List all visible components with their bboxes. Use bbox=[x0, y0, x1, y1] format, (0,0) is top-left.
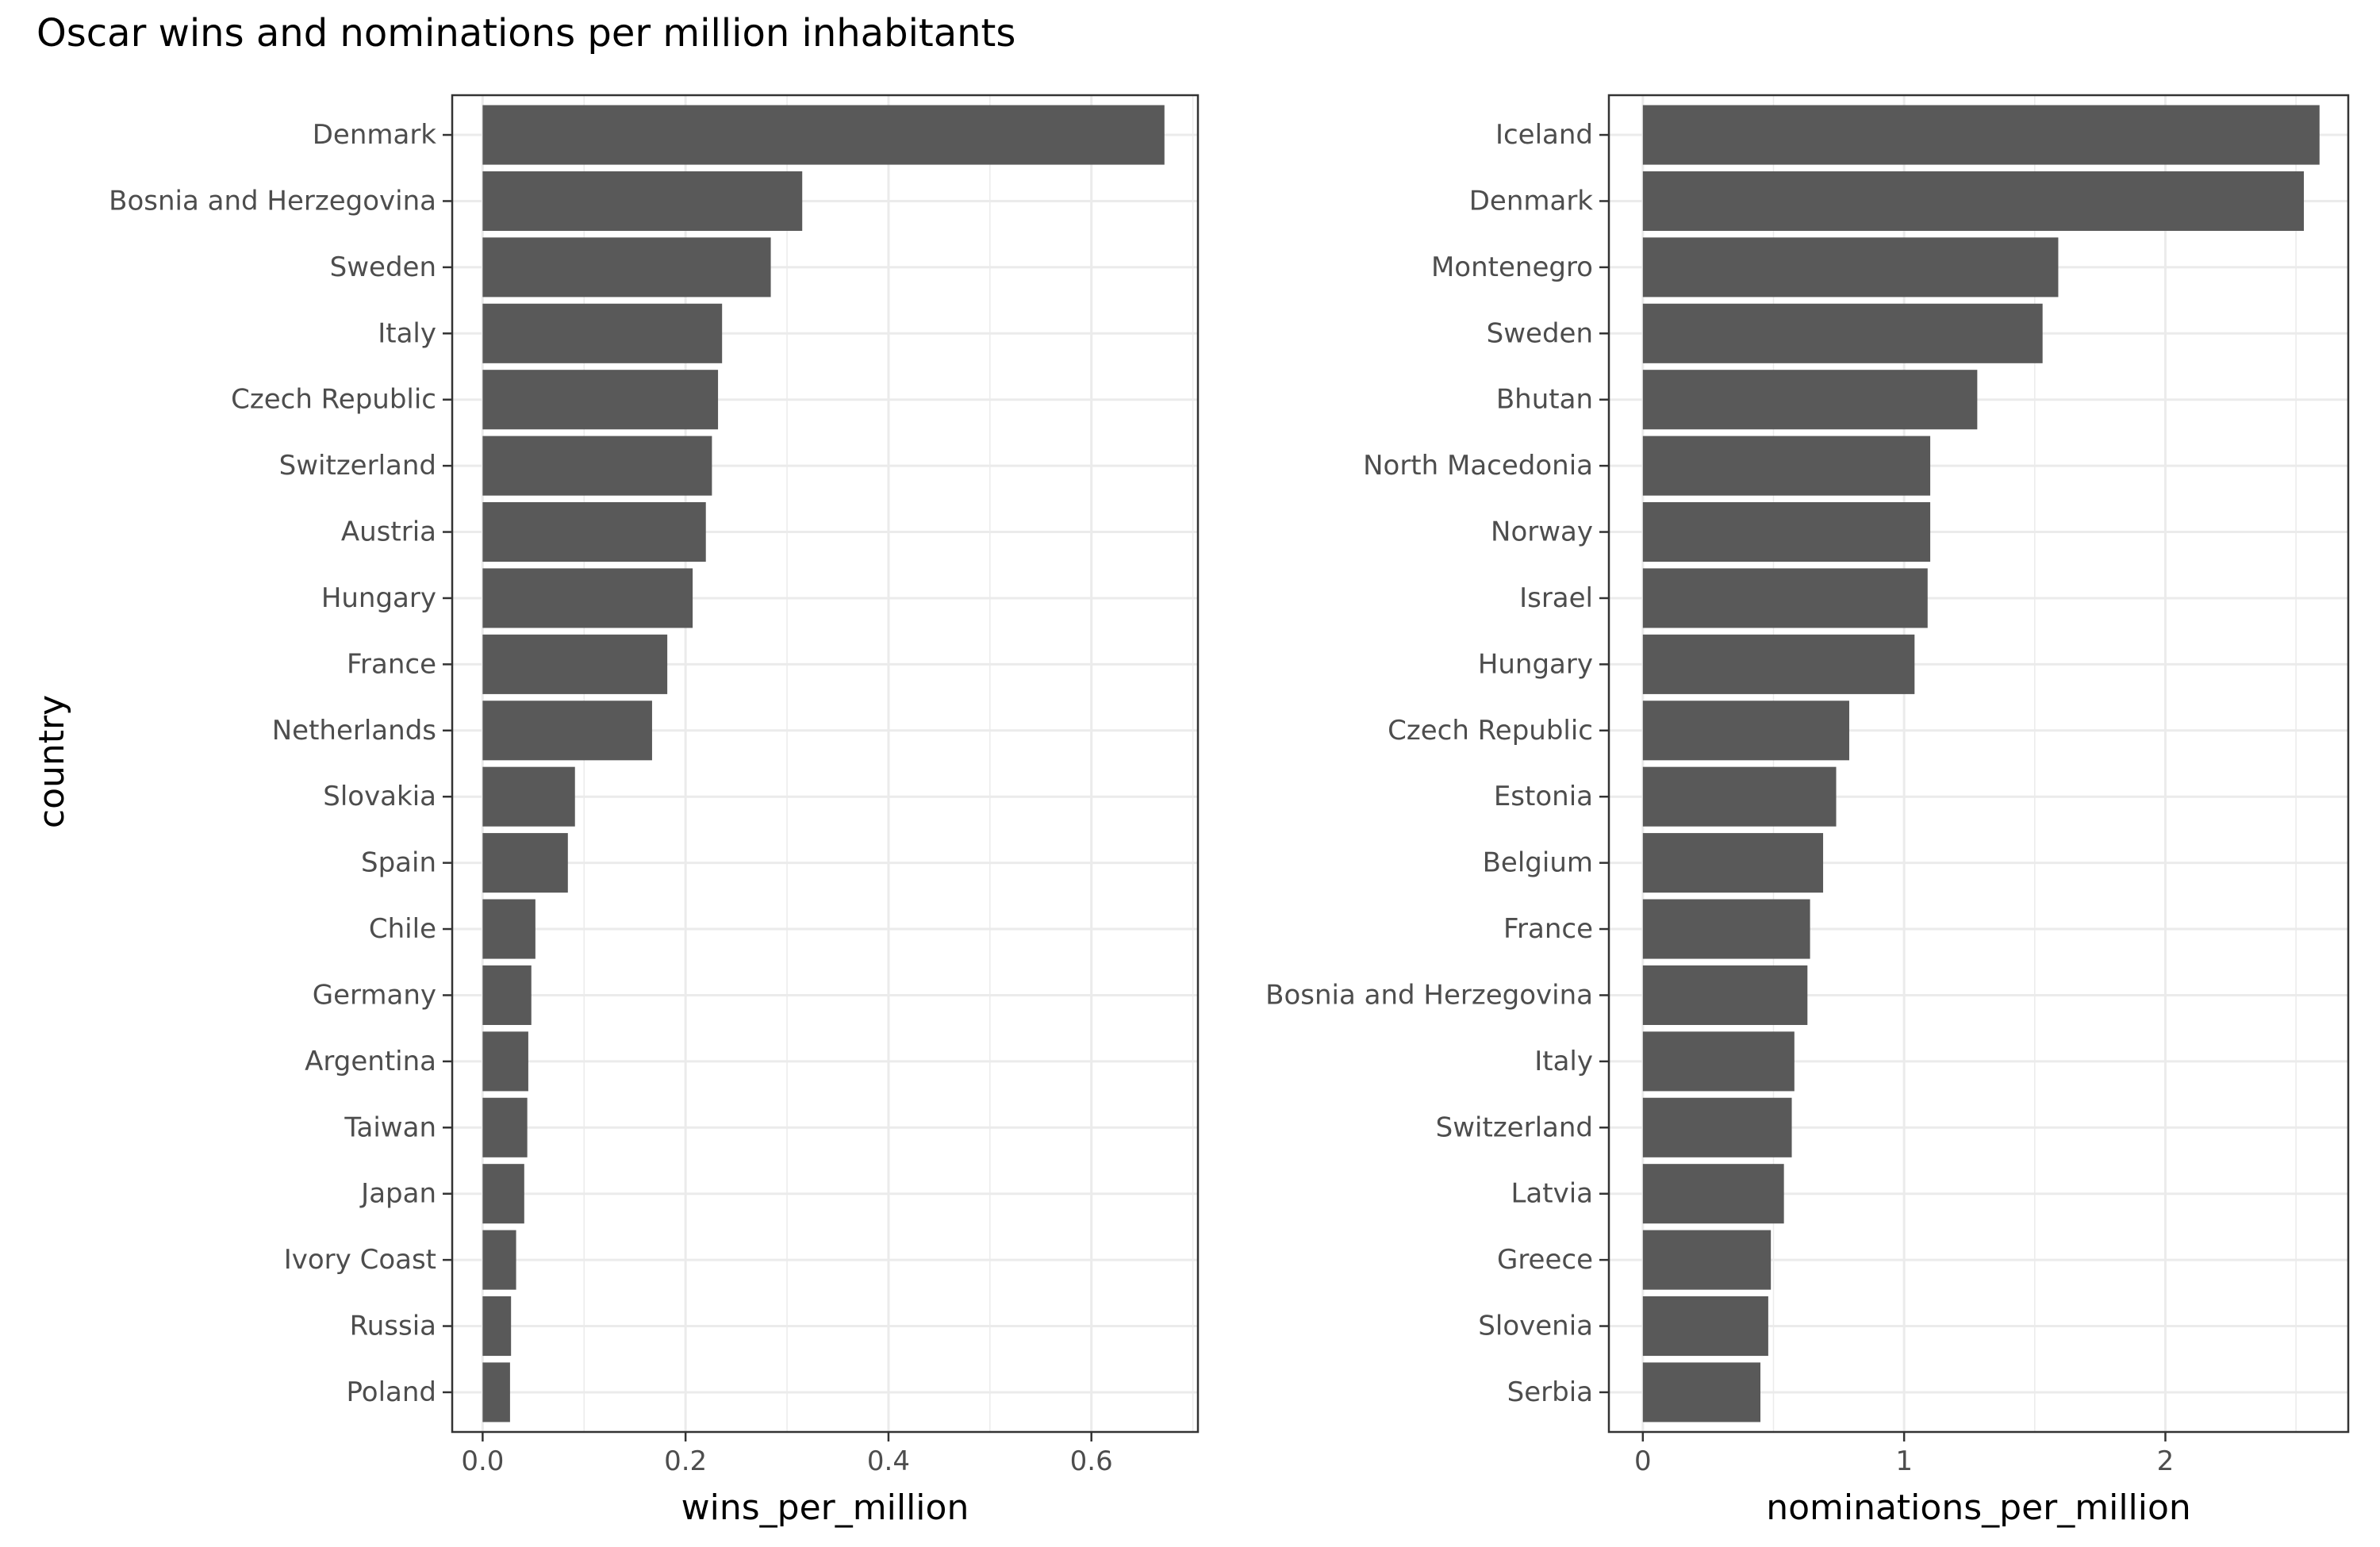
y-tick-label: Slovenia bbox=[1478, 1311, 1593, 1342]
bar bbox=[1642, 1031, 1795, 1092]
bar bbox=[482, 766, 575, 827]
y-tick-label: Austria bbox=[341, 516, 436, 548]
bar bbox=[482, 1031, 528, 1092]
x-tick-label: 0.2 bbox=[664, 1445, 707, 1477]
y-tick-label: Italy bbox=[1534, 1046, 1593, 1077]
y-tick-label: Netherlands bbox=[272, 715, 436, 747]
y-tick-label: Bosnia and Herzegovina bbox=[109, 185, 436, 217]
y-tick-label: Japan bbox=[359, 1178, 436, 1210]
bar bbox=[482, 502, 706, 562]
y-tick-label: Czech Republic bbox=[231, 384, 436, 416]
bar bbox=[1642, 1362, 1761, 1422]
nominations-panel: Iceland Denmark Montenegro Sweden Bhutan Nort… bbox=[1265, 94, 2350, 1528]
y-tick-label: Latvia bbox=[1511, 1178, 1593, 1210]
bar bbox=[482, 1230, 516, 1290]
bar bbox=[482, 105, 1165, 165]
y-tick-label: Hungary bbox=[321, 582, 436, 614]
bar bbox=[1642, 105, 2320, 165]
x-axis-title: wins_per_million bbox=[681, 1488, 969, 1528]
bar bbox=[482, 899, 536, 959]
bar bbox=[1642, 568, 1928, 628]
y-tick-label: Argentina bbox=[305, 1046, 436, 1077]
panel-border bbox=[1607, 94, 2350, 1434]
bar bbox=[1642, 1164, 1784, 1224]
y-tick-label: Belgium bbox=[1483, 847, 1593, 879]
y-axis-title: country bbox=[32, 695, 72, 828]
x-tick-label: 0 bbox=[1634, 1445, 1652, 1477]
y-tick-label: Bhutan bbox=[1496, 384, 1593, 416]
y-tick-label: Spain bbox=[361, 847, 436, 879]
bar bbox=[1642, 701, 1849, 761]
bar bbox=[482, 303, 723, 363]
bar bbox=[482, 1164, 524, 1224]
y-tick-label: Greece bbox=[1497, 1244, 1593, 1276]
bar bbox=[1642, 634, 1915, 694]
bar bbox=[1642, 171, 2305, 232]
y-tick-label: Norway bbox=[1491, 516, 1593, 548]
bar bbox=[482, 237, 771, 298]
y-tick-label: Israel bbox=[1519, 582, 1593, 614]
x-tick-label: 0.0 bbox=[461, 1445, 504, 1477]
x-tick-label: 0.4 bbox=[867, 1445, 910, 1477]
y-tick-label: Denmark bbox=[313, 119, 437, 151]
bar bbox=[1642, 1296, 1768, 1357]
x-tick-label: 2 bbox=[2157, 1445, 2175, 1477]
x-tick-label: 1 bbox=[1895, 1445, 1913, 1477]
y-tick-label: Serbia bbox=[1507, 1376, 1593, 1408]
bar bbox=[482, 965, 532, 1025]
y-tick-label: Czech Republic bbox=[1388, 715, 1593, 747]
bar bbox=[1642, 1230, 1772, 1290]
y-tick-label: Sweden bbox=[1487, 317, 1593, 349]
bar bbox=[1642, 833, 1824, 893]
bar bbox=[1642, 436, 1931, 496]
x-axis-title: nominations_per_million bbox=[1766, 1488, 2191, 1528]
bar bbox=[1642, 1097, 1792, 1157]
y-tick-label: Sweden bbox=[330, 251, 436, 283]
y-tick-label: Chile bbox=[369, 913, 436, 945]
bar bbox=[1642, 899, 1810, 959]
bar bbox=[482, 1296, 512, 1357]
wins-panel: Denmark Bosnia and Herzegovina Sweden Italy… bbox=[109, 94, 1200, 1528]
chart-title: Oscar wins and nominations per million i… bbox=[36, 11, 1015, 56]
y-tick-label: Poland bbox=[346, 1376, 436, 1408]
bar bbox=[482, 171, 803, 232]
y-tick-label: Hungary bbox=[1478, 648, 1593, 680]
y-tick-label: North Macedonia bbox=[1363, 450, 1593, 482]
y-tick-label: Ivory Coast bbox=[284, 1244, 436, 1276]
bar bbox=[482, 436, 712, 496]
bar bbox=[1642, 237, 2059, 298]
bar bbox=[482, 634, 668, 694]
y-tick-label: Iceland bbox=[1495, 119, 1593, 151]
y-tick-label: Montenegro bbox=[1431, 251, 1593, 283]
y-tick-label: Switzerland bbox=[1436, 1111, 1593, 1143]
bar bbox=[482, 1362, 510, 1422]
y-tick-label: France bbox=[347, 648, 436, 680]
y-tick-label: France bbox=[1503, 913, 1593, 945]
y-tick-label: Italy bbox=[378, 317, 436, 349]
bar bbox=[482, 568, 693, 628]
y-tick-label: Bosnia and Herzegovina bbox=[1265, 979, 1593, 1011]
panel-border bbox=[451, 94, 1200, 1434]
bar bbox=[482, 1097, 528, 1157]
bar bbox=[1642, 502, 1931, 562]
bar bbox=[482, 701, 652, 761]
y-tick-label: Denmark bbox=[1469, 185, 1594, 217]
bar bbox=[482, 833, 568, 893]
y-tick-label: Taiwan bbox=[344, 1111, 436, 1143]
bar bbox=[1642, 303, 2043, 363]
bar bbox=[482, 370, 719, 430]
y-tick-label: Russia bbox=[350, 1311, 436, 1342]
y-tick-label: Switzerland bbox=[279, 450, 436, 482]
y-tick-label: Germany bbox=[313, 979, 436, 1011]
bar bbox=[1642, 370, 1978, 430]
bar bbox=[1642, 766, 1837, 827]
y-tick-label: Estonia bbox=[1494, 781, 1593, 812]
x-tick-label: 0.6 bbox=[1070, 1445, 1113, 1477]
bar bbox=[1642, 965, 1808, 1025]
y-tick-label: Slovakia bbox=[323, 781, 436, 812]
